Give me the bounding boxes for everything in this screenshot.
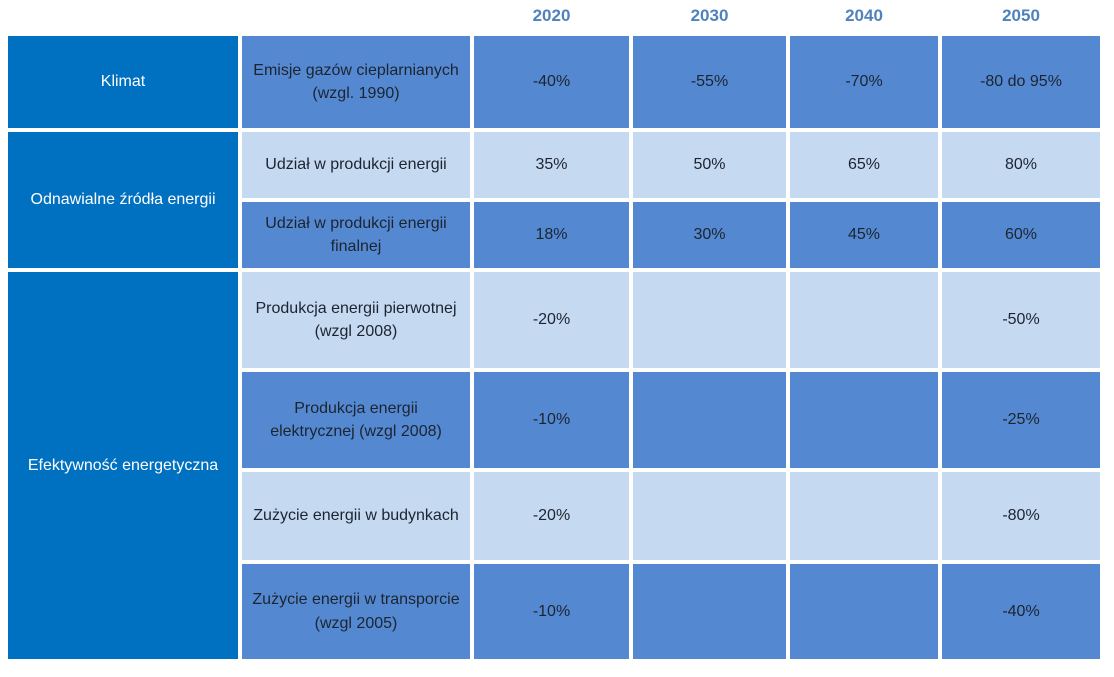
year-header-2020: 2020 [532,6,571,25]
table-row: Zużycie energii w transporcie (wzgl 2005… [8,564,1100,659]
indicator-cell: Emisje gazów cieplarnianych (wzgl. 1990) [242,36,470,128]
table-row: Udział w produkcji energii finalnej 18% … [8,202,1100,268]
indicator-cell: Produkcja energii elektrycznej (wzgl 200… [242,372,470,468]
table-row: Produkcja energii elektrycznej (wzgl 200… [8,372,1100,468]
value-cell: 18% [474,202,629,268]
indicator-cell: Zużycie energii w budynkach [242,472,470,560]
indicator-cell: Zużycie energii w transporcie (wzgl 2005… [242,564,470,659]
value-cell: 80% [942,132,1100,198]
indicator-cell: Produkcja energii pierwotnej (wzgl 2008) [242,272,470,368]
category-cell-klimat: Klimat [8,36,238,128]
value-cell: -80% [942,472,1100,560]
value-cell: 35% [474,132,629,198]
year-header-2040: 2040 [845,6,883,25]
header-row: 2020 2030 2040 2050 [8,4,1100,32]
value-cell: -55% [633,36,786,128]
value-cell [633,272,786,368]
table-row: Klimat Emisje gazów cieplarnianych (wzgl… [8,36,1100,128]
value-cell: -40% [474,36,629,128]
value-cell: -20% [474,272,629,368]
category-cell-odnawialne-zrodla-energii: Odnawialne źródła energii [8,132,238,268]
value-cell [790,372,938,468]
value-cell [790,272,938,368]
targets-table: 2020 2030 2040 2050 Klimat Emisje gazów … [4,0,1104,663]
table-row: Efektywność energetyczna Produkcja energ… [8,272,1100,659]
value-cell: 60% [942,202,1100,268]
value-cell: -80 do 95% [942,36,1100,128]
year-header-2030: 2030 [690,6,729,25]
value-cell: -50% [942,272,1100,368]
value-cell: -40% [942,564,1100,659]
table-row: Zużycie energii w budynkach -20% -80% [8,472,1100,560]
indicator-cell: Udział w produkcji energii finalnej [242,202,470,268]
value-cell [790,564,938,659]
value-cell: -10% [474,372,629,468]
value-cell: 45% [790,202,938,268]
category-cell-efektywnosc-energetyczna: Efektywność energetyczna [8,272,238,659]
blank-header-cell [242,4,470,32]
value-cell: -70% [790,36,938,128]
year-header-2050: 2050 [1002,6,1040,25]
value-cell: -20% [474,472,629,560]
value-cell: -25% [942,372,1100,468]
value-cell [633,564,786,659]
blank-header-cell [8,4,238,32]
value-cell [633,372,786,468]
value-cell: 50% [633,132,786,198]
value-cell: 65% [790,132,938,198]
table-row: Odnawialne źródła energii Udział w produ… [8,132,1100,268]
value-cell [633,472,786,560]
value-cell: -10% [474,564,629,659]
value-cell: 30% [633,202,786,268]
indicator-cell: Udział w produkcji energii [242,132,470,198]
value-cell [790,472,938,560]
